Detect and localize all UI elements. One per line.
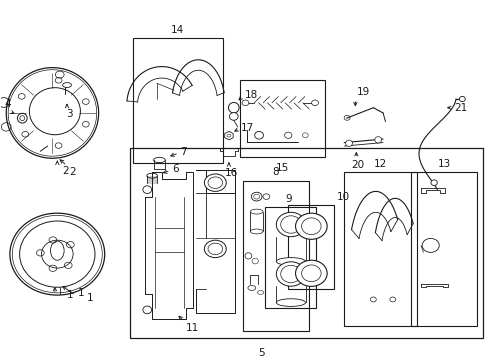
Ellipse shape [302,133,307,138]
Text: 2: 2 [62,166,69,176]
Text: 5: 5 [258,348,264,358]
Ellipse shape [276,258,305,265]
Ellipse shape [311,100,318,105]
Bar [344,172,416,325]
Ellipse shape [207,177,222,188]
Text: 19: 19 [357,87,370,97]
Text: 10: 10 [336,192,349,202]
Ellipse shape [263,194,269,199]
Ellipse shape [207,243,222,255]
Text: 2: 2 [69,167,76,177]
Ellipse shape [301,218,321,235]
Ellipse shape [280,216,301,233]
Ellipse shape [284,132,291,138]
Ellipse shape [251,192,262,201]
Text: 15: 15 [275,163,288,174]
Text: 16: 16 [224,168,238,178]
Text: 1: 1 [78,288,85,298]
Bar [410,172,476,325]
Text: 7: 7 [180,147,186,157]
Text: 1: 1 [86,293,93,303]
Ellipse shape [276,212,305,237]
Text: 8: 8 [272,167,279,177]
Text: 6: 6 [172,165,178,174]
Ellipse shape [204,174,226,192]
Text: 3: 3 [66,109,73,119]
Ellipse shape [301,265,321,282]
Bar [243,181,308,331]
Ellipse shape [345,140,352,147]
Ellipse shape [229,113,238,120]
Ellipse shape [226,134,230,137]
Ellipse shape [253,194,259,199]
Ellipse shape [204,240,226,258]
Ellipse shape [295,213,326,239]
Text: 14: 14 [171,24,184,35]
Ellipse shape [276,262,305,286]
Text: 20: 20 [350,160,364,170]
Ellipse shape [228,103,239,113]
Bar [287,205,334,289]
Bar [130,148,482,338]
Text: 12: 12 [373,159,386,169]
Polygon shape [224,131,233,140]
Ellipse shape [244,253,251,259]
Bar [132,38,222,163]
Text: 21: 21 [454,103,467,113]
Text: 18: 18 [244,90,257,100]
Ellipse shape [280,265,301,283]
Ellipse shape [276,299,305,306]
Text: 13: 13 [437,159,450,169]
Text: 9: 9 [285,194,291,204]
Ellipse shape [295,260,326,286]
Ellipse shape [242,100,248,105]
Ellipse shape [254,131,263,139]
Bar [265,207,316,308]
Text: 4: 4 [4,99,11,109]
Text: 1: 1 [67,290,74,300]
Ellipse shape [421,238,438,252]
Ellipse shape [374,137,381,143]
Text: 11: 11 [186,323,199,333]
Ellipse shape [251,258,258,264]
Bar [239,80,324,157]
Ellipse shape [458,96,464,102]
Text: 17: 17 [241,123,254,133]
Ellipse shape [430,180,436,185]
